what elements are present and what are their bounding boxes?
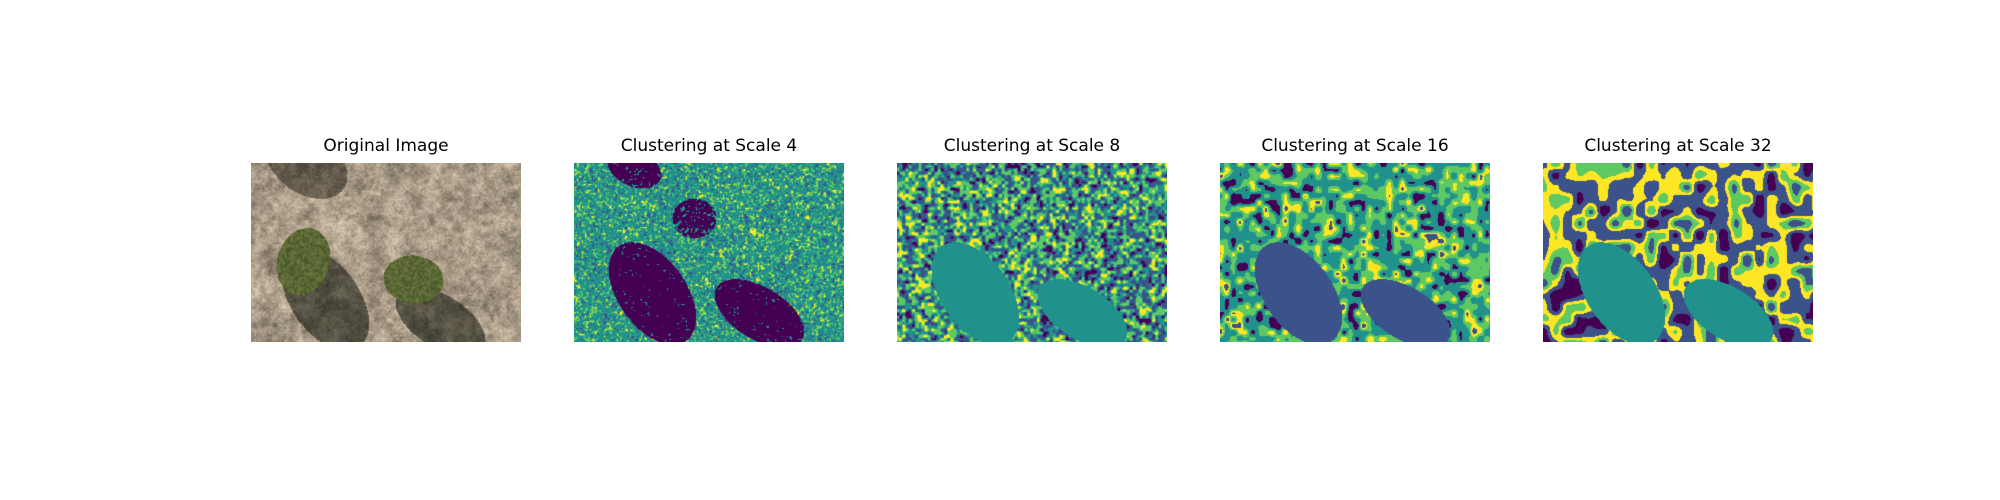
panel-original-image: Original Image bbox=[251, 136, 521, 342]
panel-clustering-scale-16: Clustering at Scale 16 bbox=[1220, 136, 1490, 342]
panel-clustering-scale-32: Clustering at Scale 32 bbox=[1543, 136, 1813, 342]
cluster-map-scale-8 bbox=[897, 163, 1167, 342]
cluster-map-scale-32 bbox=[1543, 163, 1813, 342]
panel-title: Clustering at Scale 32 bbox=[1584, 136, 1772, 156]
panel-clustering-scale-4: Clustering at Scale 4 bbox=[574, 136, 844, 342]
panel-title: Original Image bbox=[323, 136, 449, 156]
original-aerial-photo bbox=[251, 163, 521, 342]
panel-title: Clustering at Scale 8 bbox=[943, 136, 1121, 156]
panel-clustering-scale-8: Clustering at Scale 8 bbox=[897, 136, 1167, 342]
cluster-map-scale-4 bbox=[574, 163, 844, 342]
panel-title: Clustering at Scale 4 bbox=[620, 136, 798, 156]
cluster-map-scale-16 bbox=[1220, 163, 1490, 342]
panel-title: Clustering at Scale 16 bbox=[1261, 136, 1449, 156]
